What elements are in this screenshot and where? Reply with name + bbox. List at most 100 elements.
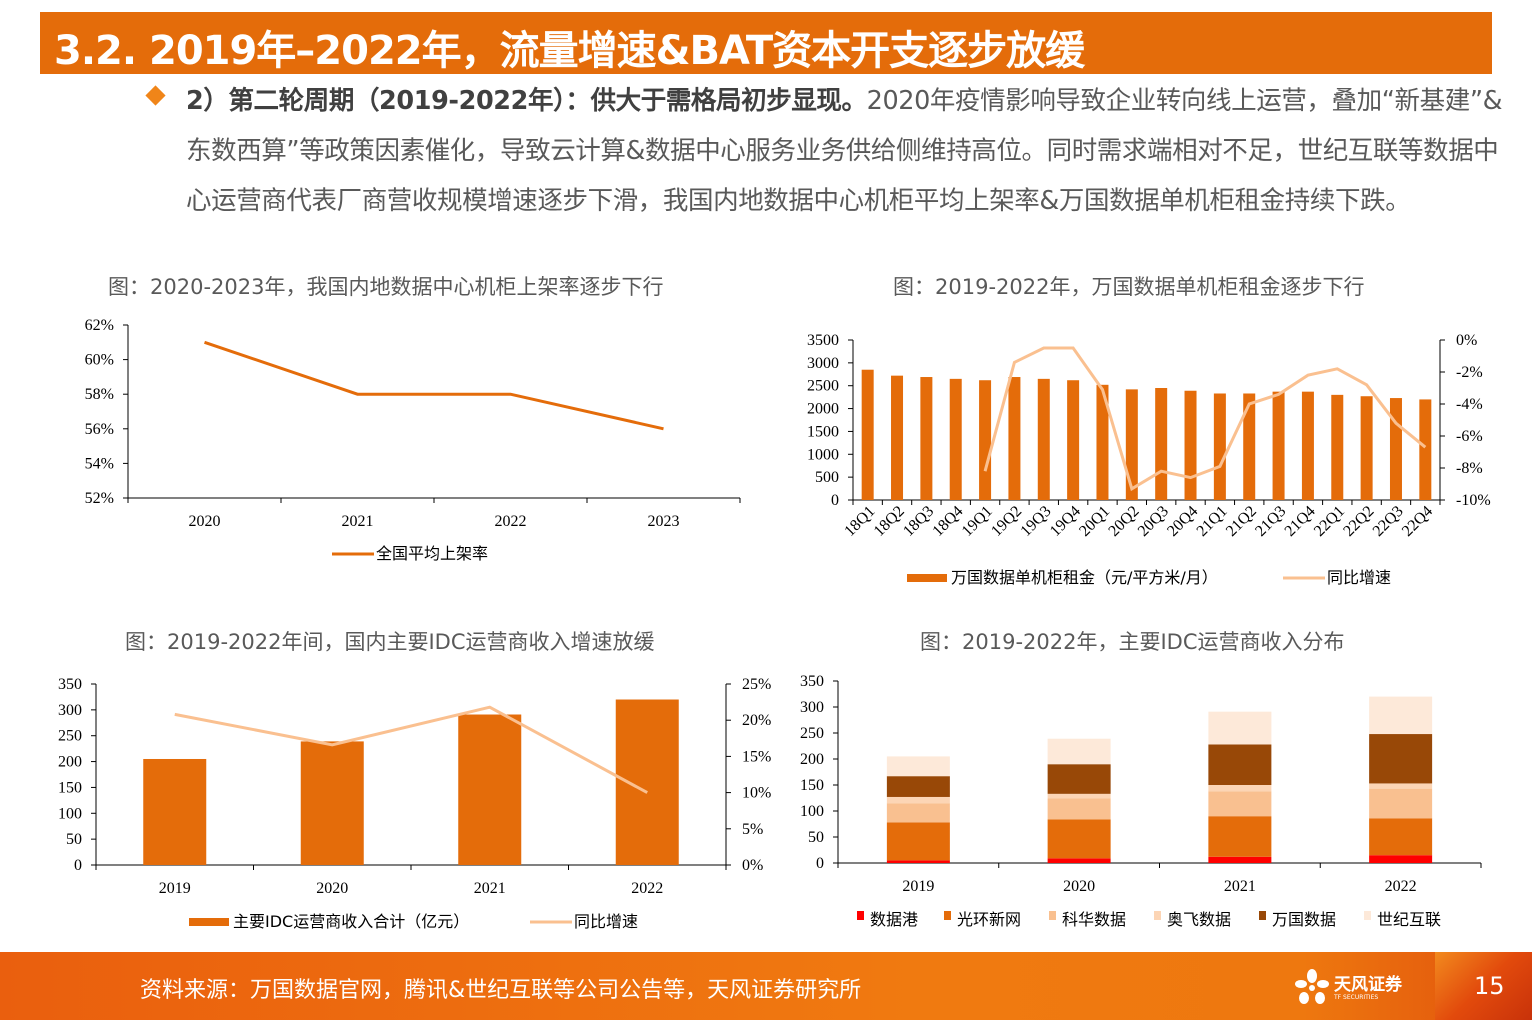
- chart3-y2tick-label: 15%: [742, 748, 771, 765]
- chart4-xtick-label: 2021: [1224, 878, 1256, 895]
- chart4-bar-世纪互联: [1047, 738, 1111, 765]
- slide-title: 3.2. 2019年–2022年，流量增速&BAT资本开支逐步放缓: [54, 28, 1085, 74]
- chart2-xtick-label: 21Q3: [1252, 503, 1289, 540]
- chart3-xtick-label: 2022: [631, 880, 663, 897]
- chart2-bar: [1243, 393, 1256, 500]
- chart4-bar-奥飞数据: [1369, 783, 1433, 789]
- chart2-xtick-label: 21Q1: [1194, 503, 1231, 540]
- chart3-bar: [143, 758, 207, 865]
- chart2-ytick-label: 1500: [807, 423, 839, 440]
- chart3-ytick-label: 200: [58, 754, 82, 771]
- page-tiles: [1435, 952, 1532, 1020]
- chart4-bar-光环新网: [1369, 818, 1433, 856]
- chart4-bar-光环新网: [886, 822, 950, 861]
- chart2-bar: [1389, 398, 1402, 500]
- chart2-bar: [1272, 391, 1285, 500]
- logo-en: TF SECURITIES: [1334, 994, 1379, 1001]
- flower-logo-icon: [1295, 969, 1329, 1004]
- chart3-y2tick-label: 5%: [742, 821, 763, 838]
- chart1-ytick-label: 56%: [85, 421, 114, 438]
- company-logo: 天风证券 TF SECURITIES: [1294, 966, 1414, 1010]
- chart4-legend-label: 奥飞数据: [1167, 910, 1231, 929]
- chart2-ytick-label: 3500: [807, 332, 839, 349]
- chart4-ytick-label: 250: [800, 725, 824, 742]
- chart1-xtick-label: 2023: [648, 513, 680, 530]
- chart3-line: [174, 705, 648, 794]
- chart4-legend-swatch: [944, 911, 951, 920]
- chart2-bar: [1096, 384, 1109, 500]
- chart4-bar-科华数据: [1369, 788, 1433, 819]
- chart3-ytick-label: 150: [58, 779, 82, 796]
- chart4-legend-swatch: [1049, 911, 1056, 920]
- chart1-ytick-label: 60%: [85, 352, 114, 369]
- chart1-caption: 图：2020-2023年，我国内地数据中心机柜上架率逐步下行: [108, 275, 664, 299]
- chart4-legend-swatch: [1364, 911, 1371, 920]
- chart2-y2tick-label: -8%: [1456, 460, 1483, 477]
- chart2-y2tick-label: -6%: [1456, 428, 1483, 445]
- body-paragraph: 2）第二轮周期（2019-2022年）：供大于需格局初步显现。2020年疫情影响…: [186, 76, 1506, 226]
- chart3-y2tick-label: 0%: [742, 857, 763, 874]
- chart4-ytick-label: 50: [808, 829, 824, 846]
- chart2-bar: [949, 378, 962, 500]
- chart2-line: [983, 346, 1427, 492]
- chart2-bar: [1301, 391, 1314, 500]
- chart2-ytick-label: 1000: [807, 446, 839, 463]
- source-note: 资料来源：万国数据官网，腾讯&世纪互联等公司公告等，天风证券研究所: [140, 978, 862, 1003]
- chart3-xtick-label: 2020: [316, 880, 348, 897]
- chart2-bar: [1125, 389, 1138, 500]
- footer: 资料来源：万国数据官网，腾讯&世纪互联等公司公告等，天风证券研究所 天风证券 T…: [0, 952, 1532, 1020]
- chart2-bar: [1037, 378, 1050, 500]
- chart2-xtick-label: 20Q1: [1076, 503, 1113, 540]
- chart3-legend-label: 同比增速: [574, 912, 638, 931]
- chart4-xtick-label: 2022: [1385, 878, 1417, 895]
- body-text: 2020年疫情影响导致企业转向线上运营，叠加“新基建”& 东数西算”等政策因素催…: [186, 86, 1503, 216]
- chart4-bar-科华数据: [1208, 791, 1272, 817]
- chart2-xtick-label: 22Q2: [1340, 503, 1377, 540]
- chart3-y2tick-label: 25%: [742, 676, 771, 693]
- chart2-y2tick-label: -2%: [1456, 364, 1483, 381]
- chart1-line: [204, 340, 664, 431]
- chart4-bar-数据港: [886, 860, 950, 863]
- chart2-bar: [1184, 390, 1197, 500]
- chart3-ytick-label: 50: [66, 831, 82, 848]
- chart2-xtick-label: 18Q1: [841, 503, 878, 540]
- chart2-legend-label: 同比增速: [1327, 568, 1391, 587]
- page-number: 15: [1474, 972, 1505, 1000]
- chart3-ytick-label: 350: [58, 676, 82, 693]
- chart2-bar: [1155, 388, 1168, 500]
- chart3-y2tick-label: 10%: [742, 785, 771, 802]
- chart3-legend-label: 主要IDC运营商收入合计（亿元）: [233, 912, 469, 931]
- chart4-xtick-label: 2019: [902, 878, 934, 895]
- chart2-y2tick-label: -10%: [1456, 492, 1491, 509]
- chart4-bar-世纪互联: [1369, 696, 1433, 735]
- chart1-xtick-label: 2021: [342, 513, 374, 530]
- chart4-bar-万国数据: [886, 776, 950, 797]
- chart4-ytick-label: 200: [800, 751, 824, 768]
- chart4-legend-label: 光环新网: [957, 910, 1021, 929]
- chart2-y2tick-label: 0%: [1456, 332, 1477, 349]
- chart4-xtick-label: 2020: [1063, 878, 1095, 895]
- chart4-ytick-label: 150: [800, 777, 824, 794]
- chart2-bar: [1008, 377, 1021, 500]
- chart2-xtick-label: 20Q2: [1105, 503, 1142, 540]
- chart2-legend-label: 万国数据单机柜租金（元/平方米/月）: [951, 568, 1218, 587]
- logo-cn: 天风证券: [1334, 975, 1402, 995]
- chart2-y2tick-label: -4%: [1456, 396, 1483, 413]
- chart2-xtick-label: 22Q4: [1399, 503, 1436, 540]
- chart1-xtick-label: 2022: [495, 513, 527, 530]
- chart4-legend-label: 科华数据: [1062, 910, 1126, 929]
- chart2-xtick-label: 20Q3: [1135, 503, 1172, 540]
- chart4-ytick-label: 300: [800, 699, 824, 716]
- chart2-bar: [861, 369, 874, 500]
- chart2-ytick-label: 500: [815, 469, 839, 486]
- chart2-xtick-label: 21Q2: [1223, 503, 1260, 540]
- chart4-bar-光环新网: [1047, 819, 1111, 859]
- chart2-ytick-label: 2500: [807, 378, 839, 395]
- chart4-legend-swatch: [1259, 911, 1266, 920]
- charts-canvas: 52% 54% 56% 58% 60% 62% 2020 2021 2022 2023 全国平均上架…: [58, 317, 1491, 931]
- chart2-xtick-label: 18Q2: [871, 503, 908, 540]
- chart3-bar: [458, 714, 522, 865]
- chart2-bar: [979, 380, 992, 500]
- chart2-legend-swatch: [907, 574, 947, 582]
- chart3-xtick-label: 2021: [474, 880, 506, 897]
